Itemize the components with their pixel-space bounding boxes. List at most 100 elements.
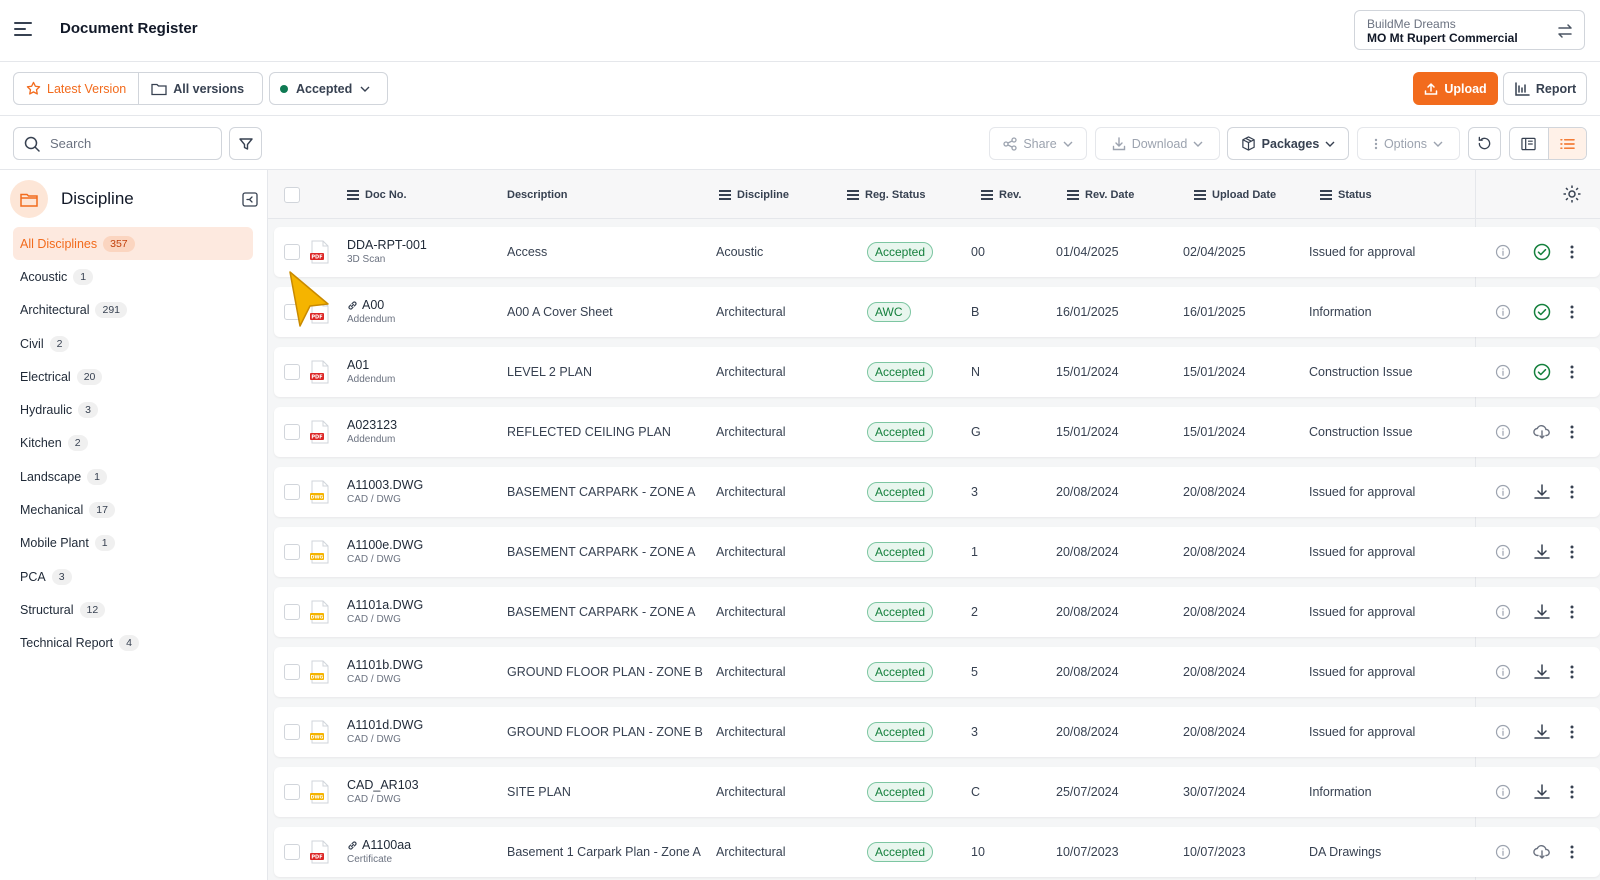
info-icon[interactable] bbox=[1495, 724, 1511, 740]
approved-check-icon[interactable] bbox=[1533, 243, 1551, 261]
table-row[interactable]: DWG A1101b.DWG CAD / DWG GROUND FLOOR PL… bbox=[274, 647, 1600, 697]
download-icon[interactable] bbox=[1533, 483, 1551, 501]
table-row[interactable]: PDF A1100aa Certificate Basement 1 Carpa… bbox=[274, 827, 1600, 877]
row-checkbox[interactable] bbox=[284, 304, 300, 320]
download-icon[interactable] bbox=[1533, 663, 1551, 681]
more-vertical-icon[interactable] bbox=[1570, 245, 1574, 259]
row-checkbox[interactable] bbox=[284, 844, 300, 860]
packages-button[interactable]: Packages bbox=[1227, 127, 1349, 160]
col-upload-date[interactable]: Upload Date bbox=[1194, 170, 1276, 219]
sidebar-item-kitchen[interactable]: Kitchen 2 bbox=[13, 427, 253, 460]
sidebar-item-civil[interactable]: Civil 2 bbox=[13, 327, 253, 360]
col-rev-date[interactable]: Rev. Date bbox=[1067, 170, 1134, 219]
sidebar-item-structural[interactable]: Structural 12 bbox=[13, 593, 253, 626]
sidebar-item-all-disciplines[interactable]: All Disciplines 357 bbox=[13, 227, 253, 261]
sidebar-item-landscape[interactable]: Landscape 1 bbox=[13, 460, 253, 493]
col-discipline[interactable]: Discipline bbox=[719, 170, 789, 219]
info-icon[interactable] bbox=[1495, 604, 1511, 620]
upload-button[interactable]: Upload bbox=[1413, 72, 1498, 105]
info-icon[interactable] bbox=[1495, 244, 1511, 260]
filter-button[interactable] bbox=[229, 127, 262, 160]
info-icon[interactable] bbox=[1495, 784, 1511, 800]
table-row[interactable]: DWG A1101d.DWG CAD / DWG GROUND FLOOR PL… bbox=[274, 707, 1600, 757]
approved-check-icon[interactable] bbox=[1533, 303, 1551, 321]
sidebar-item-architectural[interactable]: Architectural 291 bbox=[13, 294, 253, 327]
download-icon[interactable] bbox=[1533, 603, 1551, 621]
menu-icon[interactable] bbox=[14, 22, 32, 36]
refresh-button[interactable] bbox=[1468, 127, 1501, 160]
info-icon[interactable] bbox=[1495, 844, 1511, 860]
status-filter-dropdown[interactable]: Accepted bbox=[269, 72, 388, 105]
more-vertical-icon[interactable] bbox=[1570, 545, 1574, 559]
doc-number-cell[interactable]: A1101b.DWG CAD / DWG bbox=[347, 658, 423, 685]
col-rev[interactable]: Rev. bbox=[981, 170, 1021, 219]
sidebar-item-pca[interactable]: PCA 3 bbox=[13, 560, 253, 593]
info-icon[interactable] bbox=[1495, 544, 1511, 560]
sidebar-item-mobile-plant[interactable]: Mobile Plant 1 bbox=[13, 527, 253, 560]
col-doc-no[interactable]: Doc No. bbox=[347, 170, 407, 219]
doc-number-cell[interactable]: A01 Addendum bbox=[347, 358, 395, 385]
select-all-checkbox[interactable] bbox=[284, 186, 300, 203]
table-row[interactable]: DWG A1100e.DWG CAD / DWG BASEMENT CARPAR… bbox=[274, 527, 1600, 577]
info-icon[interactable] bbox=[1495, 364, 1511, 380]
sidebar-item-mechanical[interactable]: Mechanical 17 bbox=[13, 493, 253, 526]
cloud-download-icon[interactable] bbox=[1533, 843, 1551, 861]
row-checkbox[interactable] bbox=[284, 604, 300, 620]
doc-number-cell[interactable]: A00 Addendum bbox=[347, 298, 395, 325]
download-icon[interactable] bbox=[1533, 543, 1551, 561]
more-vertical-icon[interactable] bbox=[1570, 665, 1574, 679]
row-checkbox[interactable] bbox=[284, 364, 300, 380]
more-vertical-icon[interactable] bbox=[1570, 485, 1574, 499]
table-row[interactable]: DWG CAD_AR103 CAD / DWG SITE PLAN Archit… bbox=[274, 767, 1600, 817]
collapse-sidebar-icon[interactable] bbox=[242, 192, 258, 207]
info-icon[interactable] bbox=[1495, 424, 1511, 440]
col-reg-status[interactable]: Reg. Status bbox=[847, 170, 926, 219]
row-checkbox[interactable] bbox=[284, 244, 300, 260]
col-description[interactable]: Description bbox=[507, 170, 568, 219]
project-switcher[interactable]: BuildMe Dreams MO Mt Rupert Commercial bbox=[1354, 10, 1585, 50]
latest-version-button[interactable]: Latest Version bbox=[14, 73, 140, 104]
list-view-button[interactable] bbox=[1547, 128, 1586, 159]
info-icon[interactable] bbox=[1495, 484, 1511, 500]
table-row[interactable]: DWG A1101a.DWG CAD / DWG BASEMENT CARPAR… bbox=[274, 587, 1600, 637]
sidebar-item-acoustic[interactable]: Acoustic 1 bbox=[13, 260, 253, 293]
info-icon[interactable] bbox=[1495, 664, 1511, 680]
row-checkbox[interactable] bbox=[284, 664, 300, 680]
sidebar-item-technical-report[interactable]: Technical Report 4 bbox=[13, 627, 253, 660]
doc-number-cell[interactable]: A11003.DWG CAD / DWG bbox=[347, 478, 423, 505]
row-checkbox[interactable] bbox=[284, 784, 300, 800]
table-row[interactable]: PDF A01 Addendum LEVEL 2 PLAN Architectu… bbox=[274, 347, 1600, 397]
more-vertical-icon[interactable] bbox=[1570, 605, 1574, 619]
row-checkbox[interactable] bbox=[284, 544, 300, 560]
download-button[interactable]: Download bbox=[1095, 127, 1220, 160]
more-vertical-icon[interactable] bbox=[1570, 845, 1574, 859]
doc-number-cell[interactable]: DDA-RPT-001 3D Scan bbox=[347, 238, 427, 265]
download-icon[interactable] bbox=[1533, 723, 1551, 741]
more-vertical-icon[interactable] bbox=[1570, 365, 1574, 379]
info-icon[interactable] bbox=[1495, 304, 1511, 320]
table-row[interactable]: PDF A023123 Addendum REFLECTED CEILING P… bbox=[274, 407, 1600, 457]
col-status[interactable]: Status bbox=[1320, 170, 1372, 219]
doc-number-cell[interactable]: A1101a.DWG CAD / DWG bbox=[347, 598, 423, 625]
more-vertical-icon[interactable] bbox=[1570, 785, 1574, 799]
report-button[interactable]: Report bbox=[1503, 72, 1587, 105]
table-row[interactable]: PDF DDA-RPT-001 3D Scan Access Acoustic … bbox=[274, 227, 1600, 277]
search-input[interactable] bbox=[50, 136, 200, 151]
approved-check-icon[interactable] bbox=[1533, 363, 1551, 381]
doc-number-cell[interactable]: A1100aa Certificate bbox=[347, 838, 411, 865]
gear-icon[interactable] bbox=[1562, 184, 1582, 204]
more-vertical-icon[interactable] bbox=[1570, 305, 1574, 319]
table-row[interactable]: PDF A00 Addendum A00 A Cover Sheet Archi… bbox=[274, 287, 1600, 337]
book-view-button[interactable] bbox=[1510, 128, 1548, 159]
doc-number-cell[interactable]: A023123 Addendum bbox=[347, 418, 397, 445]
doc-number-cell[interactable]: A1100e.DWG CAD / DWG bbox=[347, 538, 423, 565]
more-vertical-icon[interactable] bbox=[1570, 425, 1574, 439]
options-button[interactable]: Options bbox=[1357, 127, 1460, 160]
table-row[interactable]: DWG A11003.DWG CAD / DWG BASEMENT CARPAR… bbox=[274, 467, 1600, 517]
row-checkbox[interactable] bbox=[284, 724, 300, 740]
download-icon[interactable] bbox=[1533, 783, 1551, 801]
doc-number-cell[interactable]: A1101d.DWG CAD / DWG bbox=[347, 718, 423, 745]
row-checkbox[interactable] bbox=[284, 424, 300, 440]
sidebar-item-electrical[interactable]: Electrical 20 bbox=[13, 360, 253, 393]
row-checkbox[interactable] bbox=[284, 484, 300, 500]
